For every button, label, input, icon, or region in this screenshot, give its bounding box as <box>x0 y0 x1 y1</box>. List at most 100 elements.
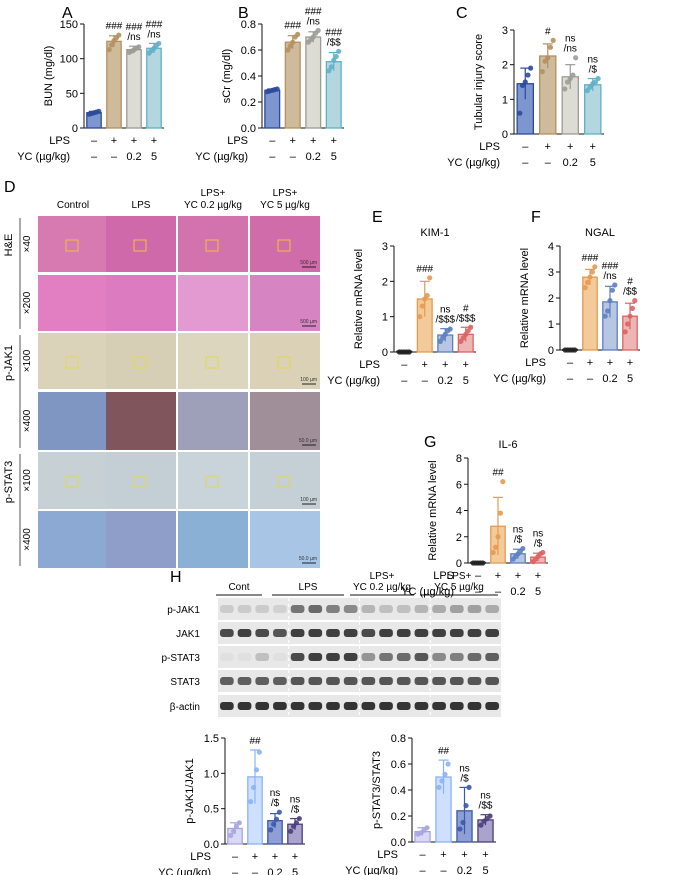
y-tick-label: 1 <box>382 312 388 324</box>
lps-cell: + <box>272 851 278 863</box>
blot-band <box>449 677 464 685</box>
data-point <box>570 72 576 78</box>
group-label: p-JAK1 <box>3 345 15 381</box>
chart-title: NGAL <box>585 227 615 239</box>
chart-title: KIM-1 <box>420 227 449 239</box>
blot-band <box>255 653 270 661</box>
yc-cell: – <box>419 865 426 875</box>
group-label: p-STAT3 <box>3 461 15 503</box>
data-point <box>256 749 262 755</box>
blot-band <box>343 605 358 613</box>
blot-band <box>343 677 358 685</box>
yc-cell: 5 <box>151 151 157 163</box>
data-point <box>333 53 339 60</box>
data-point <box>233 823 240 829</box>
blot-band <box>414 629 429 637</box>
y-tick-label: 0.8 <box>241 19 256 31</box>
lps-row-label: LPS <box>479 141 500 153</box>
significance-label: ### <box>602 261 619 272</box>
data-point <box>487 813 493 819</box>
significance-label: # <box>627 277 633 288</box>
data-point <box>500 479 506 485</box>
micrograph-tile <box>178 392 248 450</box>
data-point <box>270 821 277 827</box>
blot-band <box>273 605 287 613</box>
lps-cell: + <box>290 135 296 147</box>
magnification-label: ×400 <box>22 528 33 551</box>
y-tick-label: 0.8 <box>391 733 406 745</box>
lps-cell: + <box>252 851 258 863</box>
data-point <box>545 55 551 61</box>
zoom-box <box>65 356 79 369</box>
significance-label: /$ <box>589 65 598 76</box>
y-axis-label: BUN (mg/dl) <box>43 46 55 107</box>
lps-cell: – <box>522 141 529 153</box>
yc-cell: 0.2 <box>510 586 525 598</box>
significance-label: /$$ <box>327 37 341 48</box>
micrograph-tile <box>38 333 108 389</box>
panel-letter: D <box>4 179 16 196</box>
data-point <box>587 274 593 280</box>
bar <box>305 36 322 129</box>
blot-band <box>220 677 234 685</box>
data-point <box>539 69 545 75</box>
y-axis-label: Tubular injury score <box>473 34 485 130</box>
significance-label: ### <box>305 7 322 18</box>
scale-bar-label: 100 µm <box>300 497 317 503</box>
data-point <box>478 822 484 828</box>
data-point <box>228 832 234 839</box>
yc-cell: 5 <box>331 151 337 163</box>
y-tick-label: 0.6 <box>241 45 256 57</box>
significance-label: ## <box>492 468 504 479</box>
micrograph-tile <box>250 511 320 568</box>
significance-label: ### <box>284 20 301 31</box>
significance-label: ns <box>270 788 281 799</box>
blot-band <box>308 702 323 710</box>
significance-label: ### <box>146 19 163 30</box>
blot-band <box>414 605 429 613</box>
blot-band <box>290 629 305 637</box>
blot-band <box>343 653 358 661</box>
micrograph-tile <box>178 275 248 331</box>
y-axis-label: Relative mRNA level <box>427 460 439 560</box>
blot-band <box>237 629 252 637</box>
data-point <box>592 264 598 270</box>
micrograph-tile <box>106 275 176 331</box>
panel-letter: E <box>372 209 383 226</box>
zoom-box <box>277 239 291 252</box>
significance-label: ### <box>416 264 433 275</box>
panel-letter: C <box>456 5 468 22</box>
significance-label: # <box>545 26 551 37</box>
micrograph-tile <box>178 216 248 272</box>
micrograph-tile <box>38 392 108 450</box>
blot-band <box>290 653 305 661</box>
column-header: LPS <box>132 200 151 211</box>
lps-cell: + <box>495 570 501 582</box>
data-point <box>547 44 554 50</box>
data-point <box>522 79 528 85</box>
y-tick-label: 6 <box>456 479 462 491</box>
scale-bar-label: 500 µm <box>300 260 317 266</box>
lps-cell: + <box>545 141 551 153</box>
bar <box>264 89 281 129</box>
significance-label: ### <box>325 27 342 38</box>
panel-letter: G <box>424 434 436 451</box>
y-axis-label: p-STAT3/STAT3 <box>371 751 383 829</box>
yc-row-label: YC (µg/kg) <box>17 151 70 163</box>
yc-cell: 5 <box>627 373 633 385</box>
data-point <box>310 34 316 40</box>
significance-label: ns <box>533 529 544 540</box>
data-point <box>285 47 291 53</box>
lps-row-label: LPS <box>49 135 70 147</box>
yc-row-label: YC (µg/kg) <box>158 867 211 875</box>
lps-cell: – <box>419 849 426 861</box>
data-point <box>427 275 433 281</box>
panel-letter: F <box>531 209 541 226</box>
data-point <box>528 65 534 71</box>
yc-cell: – <box>91 151 98 163</box>
blot-band <box>396 677 411 685</box>
panel-letter: A <box>62 5 73 22</box>
data-point <box>609 287 616 293</box>
data-point <box>517 110 523 116</box>
